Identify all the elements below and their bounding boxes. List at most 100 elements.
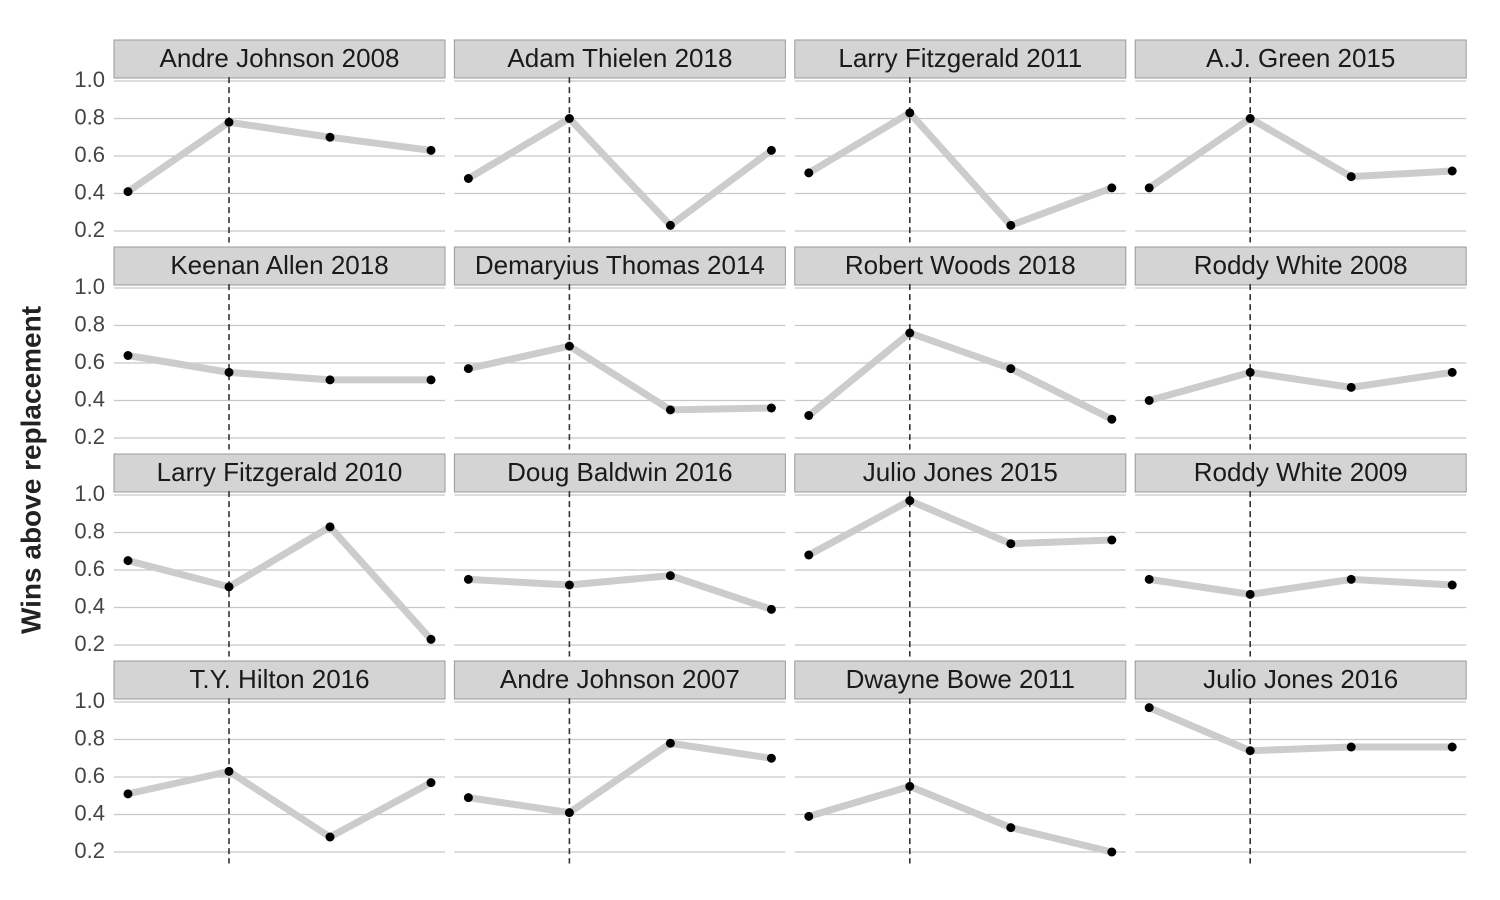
facet-title: A.J. Green 2015	[1206, 43, 1395, 73]
data-point	[564, 114, 574, 123]
y-tick-label: 0.2	[74, 217, 105, 242]
y-tick-label: 0.6	[74, 349, 105, 374]
data-line	[807, 497, 1112, 559]
data-point	[804, 811, 814, 821]
facet-strip	[794, 246, 1127, 286]
y-tick-label: 0.8	[74, 311, 105, 336]
facet-title: Dwayne Bowe 2011	[846, 664, 1075, 694]
facet-title: Roddy White 2009	[1194, 457, 1408, 487]
data-point	[1447, 367, 1457, 377]
data-point	[1346, 172, 1356, 182]
facet-title: Julio Jones 2015	[863, 457, 1058, 487]
data-line	[467, 342, 772, 414]
data-point	[123, 556, 133, 566]
data-line	[1147, 115, 1453, 191]
facet-title: Doug Baldwin 2016	[507, 457, 733, 487]
data-point	[766, 145, 776, 155]
data-point	[224, 117, 234, 127]
data-point	[1006, 220, 1016, 230]
data-point	[463, 574, 473, 584]
data-point	[325, 375, 335, 385]
facet-title: Julio Jones 2016	[1203, 664, 1398, 694]
data-point	[905, 108, 915, 118]
data-point	[426, 375, 436, 385]
data-line	[127, 352, 431, 384]
data-point	[905, 328, 915, 338]
data-point	[766, 753, 776, 763]
facet-title: Roddy White 2008	[1194, 250, 1408, 280]
data-point	[1144, 396, 1154, 405]
data-point	[325, 132, 335, 142]
data-line	[1147, 704, 1453, 755]
data-line	[807, 782, 1113, 856]
y-tick-label: 0.6	[74, 142, 105, 167]
y-tick-label: 0.6	[74, 763, 105, 788]
y-tick-label: 0.2	[74, 631, 105, 656]
data-point	[426, 634, 436, 644]
facet-strip	[1134, 246, 1467, 286]
facet-title: Andre Johnson 2008	[160, 43, 400, 73]
facet-strip	[113, 660, 446, 700]
data-point	[1107, 414, 1117, 424]
data-line	[468, 572, 773, 613]
data-point	[426, 145, 436, 155]
y-tick-label: 0.8	[74, 518, 105, 543]
data-point	[1144, 703, 1154, 713]
data-point	[905, 496, 915, 506]
y-tick-label: 0.4	[74, 386, 105, 411]
y-tick-label: 1.0	[74, 688, 105, 713]
data-point	[1144, 183, 1154, 193]
y-tick-label: 0.2	[74, 424, 105, 449]
facet-strip	[1134, 453, 1467, 493]
data-point	[1346, 382, 1356, 392]
data-point	[1346, 742, 1356, 752]
facet-strip	[794, 660, 1127, 700]
y-tick-label: 0.4	[74, 593, 105, 618]
facet-strip	[113, 39, 446, 79]
data-point	[1245, 367, 1255, 377]
facet-strip	[113, 453, 446, 493]
data-point	[123, 789, 133, 799]
data-point	[1447, 580, 1457, 590]
facet-strip	[453, 246, 786, 286]
data-line	[466, 115, 774, 229]
facet-title: Larry Fitzgerald 2010	[157, 457, 403, 487]
data-point	[804, 411, 814, 420]
y-tick-label: 0.6	[74, 556, 105, 581]
data-point	[463, 174, 473, 183]
data-point	[123, 187, 133, 197]
data-point	[123, 351, 133, 360]
data-line	[467, 739, 772, 817]
data-line	[126, 118, 432, 195]
data-point	[564, 341, 574, 351]
data-point	[1006, 823, 1016, 833]
facet-strip	[453, 39, 786, 79]
facet-strip	[113, 246, 446, 286]
data-point	[1346, 574, 1356, 584]
data-line	[806, 329, 1114, 423]
data-point	[905, 781, 915, 791]
data-point	[766, 403, 776, 413]
facet-strip	[453, 453, 786, 493]
facet-title: Andre Johnson 2007	[500, 664, 740, 694]
facet-title: Demaryius Thomas 2014	[475, 250, 765, 280]
facet-title: Larry Fitzgerald 2011	[838, 43, 1082, 73]
y-axis-title: Wins above replacement	[15, 306, 46, 634]
data-point	[665, 220, 675, 230]
data-point	[1245, 746, 1255, 756]
data-line	[127, 523, 434, 642]
data-point	[665, 405, 675, 415]
data-point	[665, 738, 675, 748]
facet-strip	[794, 39, 1127, 79]
data-point	[564, 808, 574, 818]
data-point	[1006, 364, 1016, 374]
data-point	[1447, 742, 1457, 752]
data-line	[1148, 368, 1453, 404]
data-point	[463, 793, 473, 803]
facet-strip	[1134, 660, 1467, 700]
data-point	[1107, 183, 1117, 193]
data-point	[1245, 589, 1255, 599]
data-point	[325, 522, 335, 532]
